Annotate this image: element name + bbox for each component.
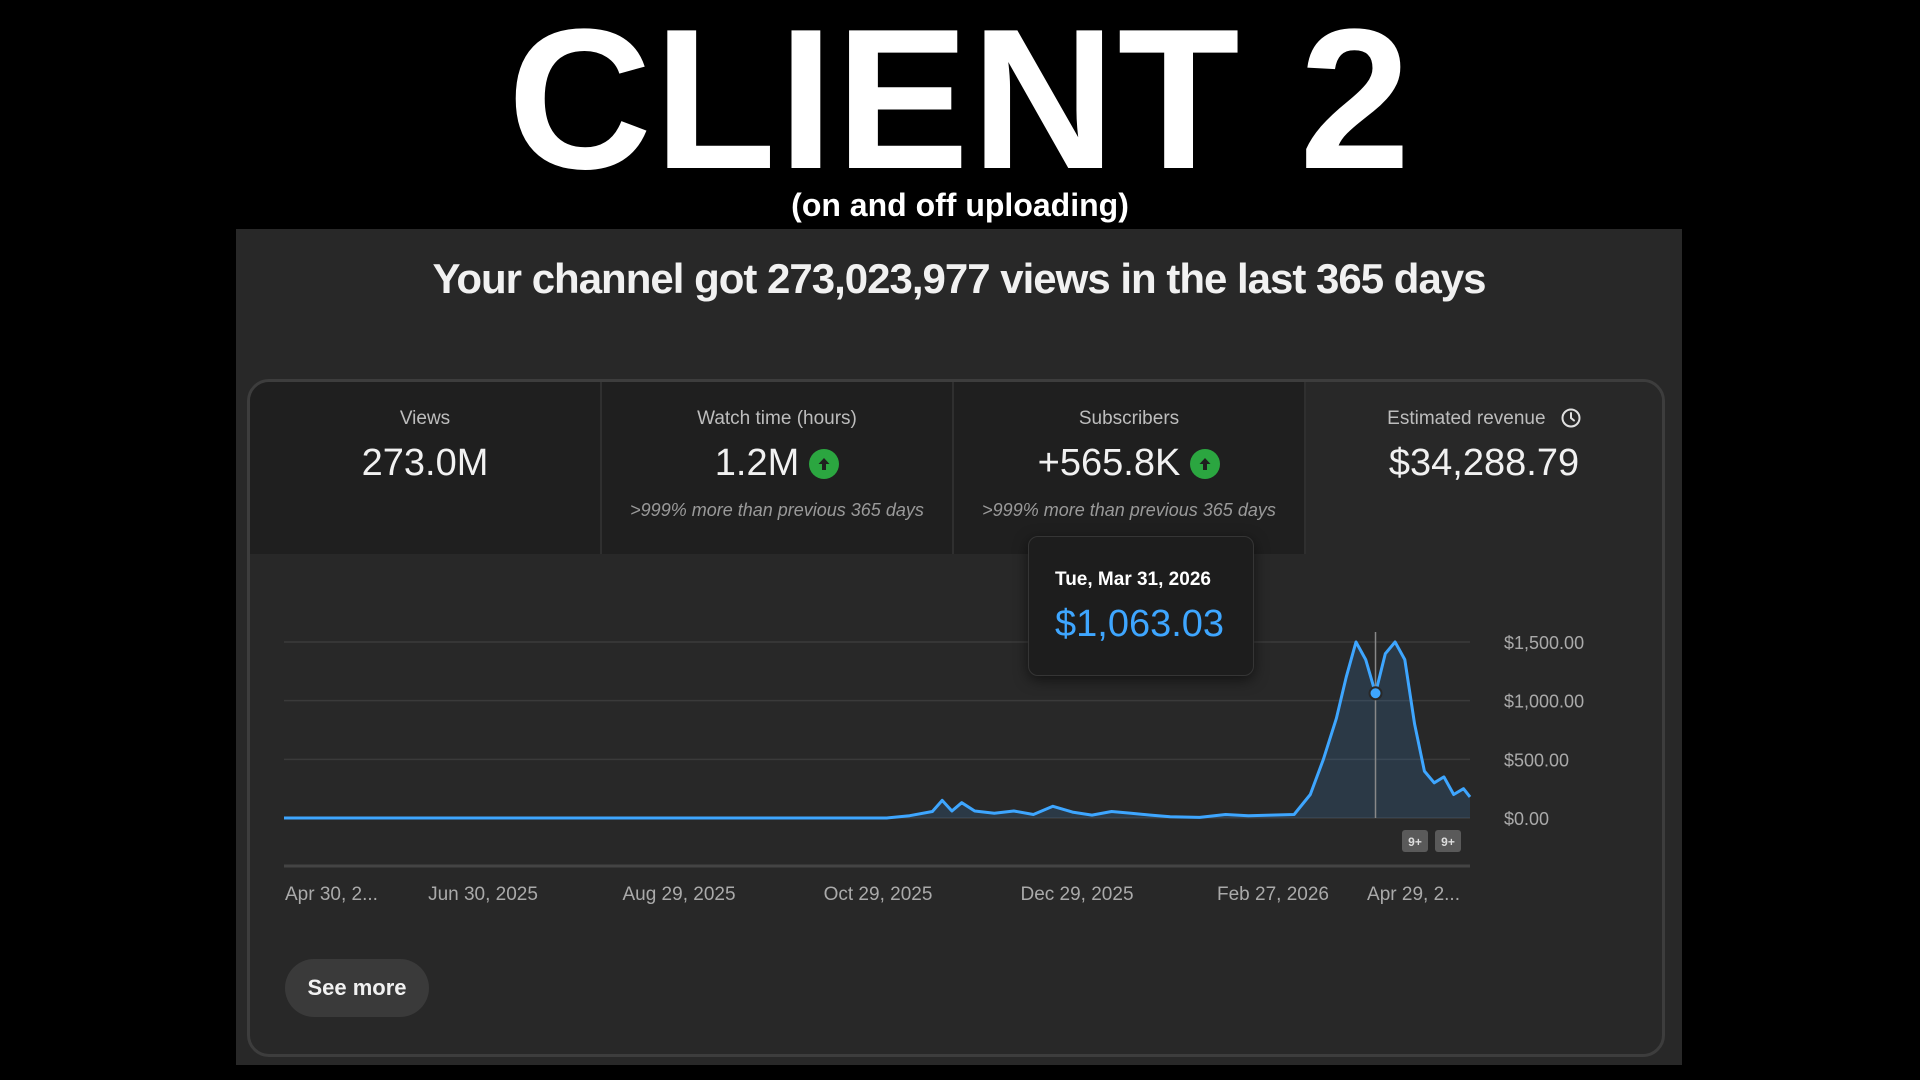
x-tick-label: Dec 29, 2025 [1020,884,1133,905]
video-marker [1435,830,1461,852]
metric-label: Watch time (hours) [697,408,857,429]
metric-label: Subscribers [1078,408,1180,429]
metric-value: +565.8K [954,442,1304,485]
y-tick-label: $1,000.00 [1504,692,1584,712]
see-more-button[interactable]: See more [285,959,429,1017]
y-tick-label: $1,500.00 [1504,633,1584,653]
metric-value-text: +565.8K [1037,442,1181,484]
metric-value-text: 273.0M [361,442,489,484]
metric-label-text: Estimated revenue [1387,408,1546,429]
x-tick-label: Feb 27, 2026 [1217,884,1329,905]
metric-value-text: $34,288.79 [1388,442,1580,484]
series-area [284,642,1470,818]
metric-note: >999% more than previous 365 days [630,500,924,520]
metric-label: Views [399,408,451,429]
video-marker-label: 9+ [1441,835,1455,849]
video-marker [1402,830,1428,852]
x-tick-label: Apr 29, 2... [1367,884,1460,905]
metric-label: Estimated revenue [1306,408,1662,430]
arrow-up-icon [809,448,840,479]
highlight-point [1368,686,1383,701]
chart-tooltip: Tue, Mar 31, 2026 $1,063.03 [1028,536,1254,676]
metric-tab-estimated-revenue[interactable]: Estimated revenue $34,288.79 [1306,382,1662,554]
metrics-card: Views 273.0M Watch time (hours) 1.2M >99… [247,379,1665,1057]
clock-icon [1561,408,1581,428]
subheadline: (on and off uploading) [791,187,1129,223]
x-tick-label: Jun 30, 2025 [428,884,538,905]
metric-tabs: Views 273.0M Watch time (hours) 1.2M >99… [250,382,1662,554]
y-tick-label: $500.00 [1504,750,1569,770]
arrow-up-icon [1190,448,1221,479]
x-tick-label: Aug 29, 2025 [622,884,735,905]
metric-tab-subscribers[interactable]: Subscribers +565.8K >999% more than prev… [954,382,1306,554]
metric-tab-views[interactable]: Views 273.0M [250,382,602,554]
tooltip-value: $1,063.03 [1055,603,1225,645]
metric-tab-watch-time[interactable]: Watch time (hours) 1.2M >999% more than … [602,382,954,554]
metric-value-text: 1.2M [714,442,800,484]
headline: CLIENT 2 [507,0,1413,211]
series-line [284,640,1472,820]
x-tick-label: Apr 30, 2... [285,884,378,905]
metric-value: $34,288.79 [1306,442,1662,485]
metric-value: 273.0M [250,442,600,485]
y-tick-label: $0.00 [1504,809,1549,829]
video-marker-label: 9+ [1408,835,1422,849]
metric-value: 1.2M [602,442,952,485]
x-tick-label: Oct 29, 2025 [824,884,933,905]
metric-note: >999% more than previous 365 days [982,500,1276,520]
tooltip-date: Tue, Mar 31, 2026 [1055,569,1211,590]
panel-title: Your channel got 273,023,977 views in th… [432,255,1486,302]
analytics-panel: Your channel got 273,023,977 views in th… [236,229,1682,1065]
